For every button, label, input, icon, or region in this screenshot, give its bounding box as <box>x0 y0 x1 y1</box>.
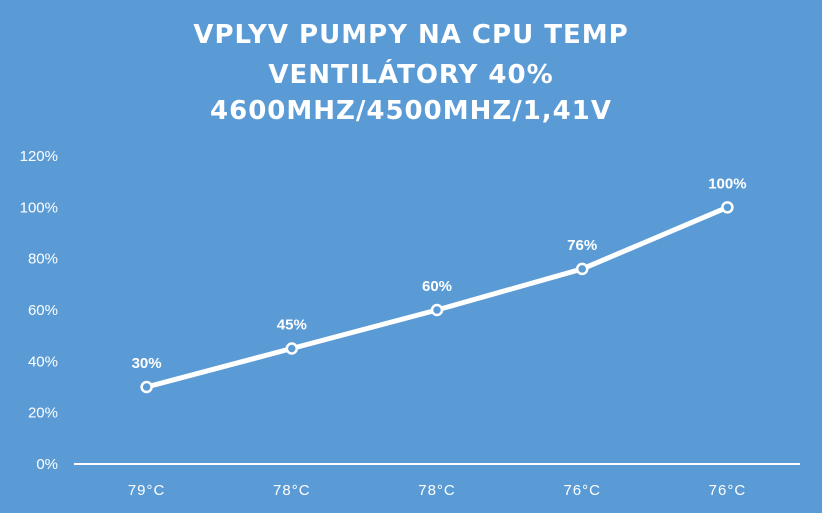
data-label: 30% <box>132 355 162 372</box>
data-point <box>285 342 299 355</box>
data-point <box>575 262 589 276</box>
data-label: 76% <box>567 237 597 254</box>
x-tick-label: 76°C <box>563 482 601 499</box>
x-tick-label: 79°C <box>128 482 166 499</box>
data-label: 100% <box>708 175 746 192</box>
y-tick-label: 20% <box>28 405 58 422</box>
x-tick-label: 76°C <box>709 482 747 499</box>
data-label: 45% <box>277 317 307 334</box>
data-point <box>430 303 444 317</box>
data-label: 60% <box>422 278 452 295</box>
y-tick-label: 0% <box>36 456 58 473</box>
x-tick-label: 78°C <box>418 482 456 499</box>
y-tick-label: 40% <box>28 353 58 370</box>
x-tick-label: 78°C <box>273 482 311 499</box>
chart-title-line-2: VENTILÁTORY 40% <box>268 60 554 90</box>
y-tick-label: 80% <box>28 251 58 268</box>
chart-title-line-1: VPLYV PUMPY NA CPU TEMP <box>193 20 629 50</box>
y-tick-label: 100% <box>20 199 58 216</box>
y-tick-label: 120% <box>20 148 58 165</box>
chart-title-line-3: 4600MHZ/4500MHZ/1,41V <box>210 96 612 126</box>
data-point <box>721 201 734 214</box>
y-tick-label: 60% <box>28 302 58 319</box>
data-point <box>140 380 153 394</box>
